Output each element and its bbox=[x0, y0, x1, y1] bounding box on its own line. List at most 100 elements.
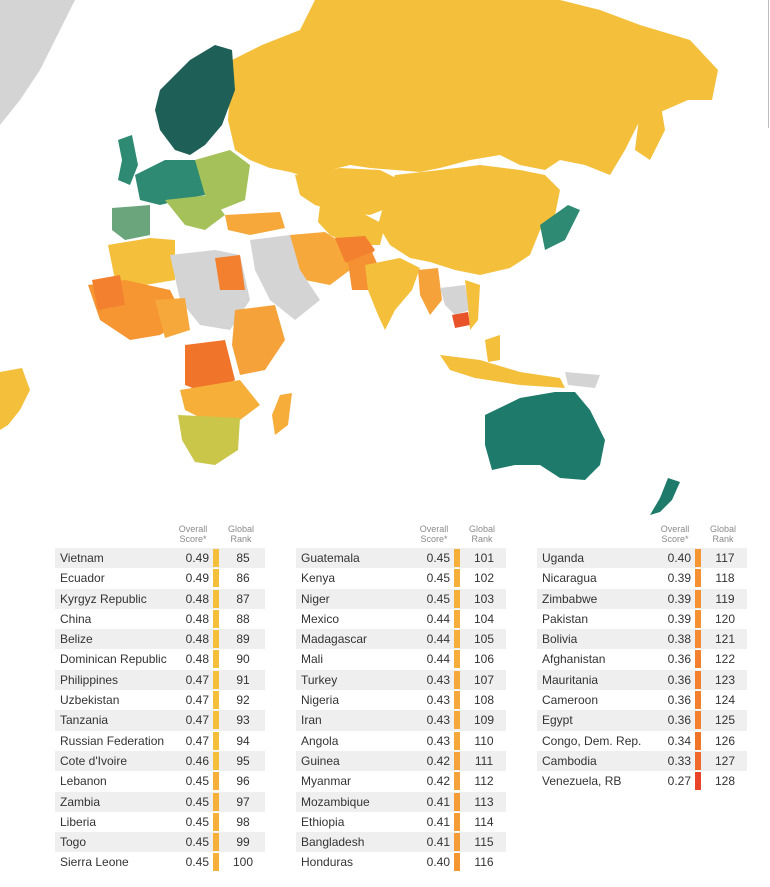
map-region-japan bbox=[540, 205, 580, 250]
rank-header-line2: Rank bbox=[712, 534, 734, 544]
score-color-bar bbox=[454, 630, 460, 649]
overall-score: 0.41 bbox=[426, 814, 450, 829]
global-rank: 121 bbox=[714, 632, 736, 647]
map-region-australia bbox=[485, 392, 605, 480]
global-rank: 119 bbox=[715, 591, 735, 606]
country-name: Afghanistan bbox=[542, 652, 606, 667]
map-region-new-zealand bbox=[650, 478, 680, 515]
overall-score: 0.49 bbox=[185, 571, 209, 586]
map-region-uk bbox=[118, 135, 138, 185]
score-color-bar bbox=[454, 691, 460, 710]
global-rank: 114 bbox=[474, 814, 494, 829]
overall-score: 0.39 bbox=[667, 571, 691, 586]
map-region-southern-africa bbox=[178, 415, 240, 465]
score-color-bar bbox=[213, 751, 219, 770]
score-color-bar bbox=[454, 589, 460, 608]
global-rank: 108 bbox=[473, 693, 495, 708]
country-name: Iran bbox=[301, 713, 322, 728]
map-region-kamchatka bbox=[635, 100, 665, 160]
country-name: Kenya bbox=[301, 571, 336, 586]
global-rank: 93 bbox=[236, 713, 250, 728]
country-name: Mali bbox=[301, 652, 324, 667]
global-rank: 116 bbox=[474, 855, 494, 870]
overall-score: 0.36 bbox=[667, 713, 691, 728]
overall-score: 0.45 bbox=[185, 835, 209, 850]
score-color-bar bbox=[454, 853, 460, 872]
map-region-indonesia bbox=[440, 355, 565, 388]
overall-score: 0.44 bbox=[426, 652, 450, 667]
global-rank: 89 bbox=[236, 632, 250, 647]
table-row: Bangladesh 0.41 115 bbox=[296, 832, 506, 853]
table-rows: Guatemala 0.45 101 Kenya 0.45 102 Niger 0.45 103… bbox=[296, 548, 506, 873]
map-region-scandinavia bbox=[155, 45, 235, 155]
country-name: Honduras bbox=[301, 855, 354, 870]
score-color-bar bbox=[213, 650, 219, 669]
page-edge-line bbox=[768, 0, 769, 128]
country-name: Guatemala bbox=[301, 551, 360, 565]
overall-score: 0.43 bbox=[426, 713, 450, 728]
score-color-bar bbox=[454, 772, 460, 791]
global-rank: 85 bbox=[236, 551, 250, 565]
table-rows: Vietnam 0.49 85 Ecuador 0.49 86 Kyrgyz Republi… bbox=[55, 548, 265, 873]
table-row: Cambodia 0.33 127 bbox=[537, 750, 747, 772]
map-region-nigeria bbox=[155, 298, 190, 338]
table-row: Cote d'Ivoire 0.46 95 bbox=[55, 750, 265, 772]
overall-score: 0.27 bbox=[667, 774, 691, 789]
overall-score: 0.48 bbox=[185, 632, 209, 647]
table-row: Ecuador 0.49 86 bbox=[55, 568, 265, 589]
country-name: Sierra Leone bbox=[60, 855, 129, 870]
global-rank: 99 bbox=[236, 835, 250, 850]
overall-score: 0.44 bbox=[426, 611, 450, 626]
map-region-southern-europe bbox=[165, 195, 225, 230]
overall-score: 0.45 bbox=[426, 551, 450, 565]
map-region-russia bbox=[228, 0, 718, 178]
table-rows: Uganda 0.40 117 Nicaragua 0.39 118 Zimbabwe 0.3… bbox=[537, 548, 747, 792]
table-row: Uganda 0.40 117 bbox=[537, 548, 747, 569]
rank-header: Global Rank bbox=[703, 524, 743, 544]
score-header-line1: Overall bbox=[660, 524, 690, 534]
global-rank: 98 bbox=[236, 814, 250, 829]
score-color-bar bbox=[454, 751, 460, 770]
table-row: Madagascar 0.44 105 bbox=[296, 629, 506, 650]
country-name: Ecuador bbox=[60, 571, 105, 586]
country-name: Mexico bbox=[301, 611, 340, 626]
country-name: China bbox=[60, 611, 92, 626]
overall-score: 0.36 bbox=[667, 652, 691, 667]
table-row: Lebanon 0.45 96 bbox=[55, 771, 265, 792]
country-name: Tanzania bbox=[60, 713, 109, 728]
score-color-bar bbox=[454, 549, 460, 567]
table-row: Venezuela, RB 0.27 128 bbox=[537, 771, 747, 792]
overall-score: 0.33 bbox=[667, 753, 691, 768]
overall-score: 0.48 bbox=[185, 591, 209, 606]
overall-score: 0.47 bbox=[185, 733, 209, 748]
global-rank: 113 bbox=[474, 794, 494, 809]
country-name: Uganda bbox=[542, 551, 585, 565]
overall-score: 0.36 bbox=[667, 693, 691, 708]
table-row: Honduras 0.40 116 bbox=[296, 852, 506, 873]
table-row: Mauritania 0.36 123 bbox=[537, 669, 747, 691]
ranking-table-2: Overall Score* Global Rank Guatemala 0.45 10… bbox=[296, 520, 506, 873]
global-rank: 117 bbox=[715, 551, 735, 565]
country-name: Zambia bbox=[60, 794, 101, 809]
score-color-bar bbox=[695, 589, 701, 608]
overall-score: 0.43 bbox=[426, 672, 450, 687]
overall-score: 0.48 bbox=[185, 652, 209, 667]
global-rank: 106 bbox=[473, 652, 495, 667]
country-name: Cameroon bbox=[542, 693, 599, 708]
overall-score: 0.44 bbox=[426, 632, 450, 647]
country-name: Liberia bbox=[60, 814, 97, 829]
table-row: Congo, Dem. Rep. 0.34 126 bbox=[537, 730, 747, 751]
table-row: Philippines 0.47 91 bbox=[55, 669, 265, 691]
overall-score: 0.43 bbox=[426, 733, 450, 748]
global-rank: 104 bbox=[473, 611, 495, 626]
global-rank: 100 bbox=[232, 855, 254, 870]
score-color-bar bbox=[213, 670, 219, 689]
score-color-bar bbox=[454, 711, 460, 730]
country-name: Venezuela, RB bbox=[542, 774, 622, 789]
overall-score: 0.45 bbox=[185, 814, 209, 829]
table-row: Guinea 0.42 111 bbox=[296, 750, 506, 772]
country-name: Russian Federation bbox=[60, 733, 165, 748]
country-name: Angola bbox=[301, 733, 339, 748]
overall-score: 0.39 bbox=[667, 591, 691, 606]
global-rank: 123 bbox=[714, 672, 736, 687]
